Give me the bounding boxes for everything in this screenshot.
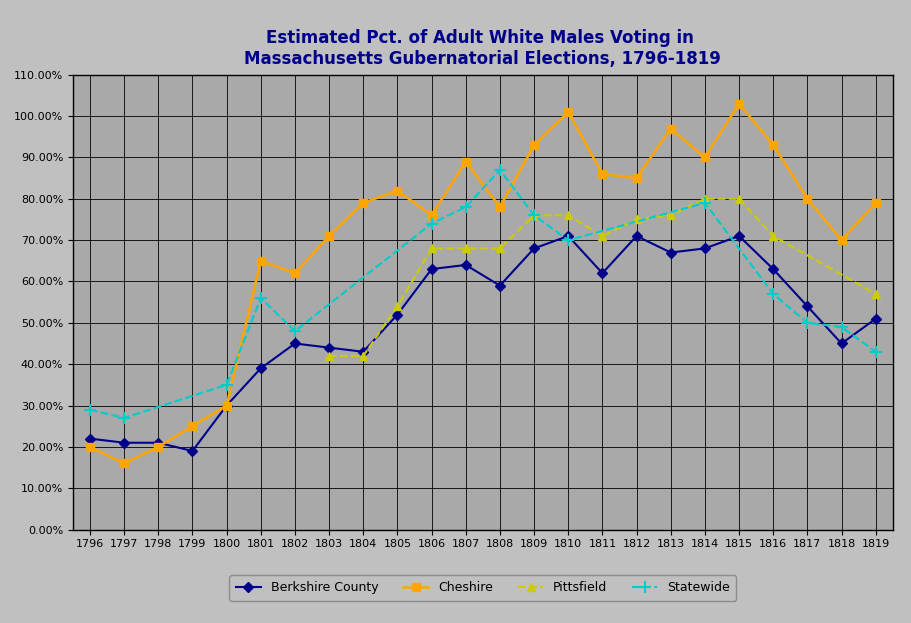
Cheshire: [665, 125, 676, 132]
Cheshire: [528, 141, 539, 149]
Cheshire: [153, 443, 164, 450]
Statewide: [426, 220, 437, 227]
Berkshire County: [392, 311, 403, 318]
Berkshire County: [221, 402, 232, 409]
Statewide: [255, 294, 266, 302]
Statewide: [495, 166, 506, 174]
Cheshire: [836, 236, 847, 244]
Cheshire: [700, 154, 711, 161]
Berkshire County: [460, 261, 471, 269]
Berkshire County: [563, 232, 574, 240]
Pittsfield: [495, 245, 506, 252]
Statewide: [563, 236, 574, 244]
Berkshire County: [665, 249, 676, 256]
Statewide: [836, 323, 847, 331]
Cheshire: [870, 199, 881, 207]
Pittsfield: [358, 352, 369, 359]
Berkshire County: [836, 340, 847, 347]
Statewide: [768, 290, 779, 298]
Pittsfield: [597, 232, 608, 240]
Line: Cheshire: Cheshire: [86, 100, 880, 468]
Statewide: [528, 212, 539, 219]
Berkshire County: [323, 344, 334, 351]
Cheshire: [563, 108, 574, 116]
Cheshire: [426, 212, 437, 219]
Cheshire: [495, 203, 506, 211]
Cheshire: [802, 195, 813, 202]
Cheshire: [460, 158, 471, 165]
Berkshire County: [495, 282, 506, 289]
Pittsfield: [528, 212, 539, 219]
Cheshire: [358, 199, 369, 207]
Berkshire County: [255, 364, 266, 372]
Berkshire County: [187, 447, 198, 455]
Berkshire County: [700, 245, 711, 252]
Berkshire County: [733, 232, 744, 240]
Statewide: [290, 327, 301, 335]
Statewide: [85, 406, 96, 414]
Pittsfield: [733, 195, 744, 202]
Statewide: [460, 203, 471, 211]
Cheshire: [733, 100, 744, 107]
Statewide: [870, 348, 881, 356]
Berkshire County: [153, 439, 164, 447]
Pittsfield: [323, 352, 334, 359]
Cheshire: [221, 402, 232, 409]
Cheshire: [187, 422, 198, 430]
Berkshire County: [870, 315, 881, 323]
Statewide: [802, 319, 813, 326]
Berkshire County: [802, 303, 813, 310]
Pittsfield: [392, 303, 403, 310]
Berkshire County: [118, 439, 129, 447]
Cheshire: [768, 141, 779, 149]
Cheshire: [597, 170, 608, 178]
Line: Statewide: Statewide: [84, 164, 882, 424]
Pittsfield: [563, 212, 574, 219]
Berkshire County: [85, 435, 96, 442]
Berkshire County: [768, 265, 779, 273]
Pittsfield: [631, 216, 642, 223]
Berkshire County: [290, 340, 301, 347]
Cheshire: [631, 174, 642, 182]
Pittsfield: [700, 195, 711, 202]
Cheshire: [255, 257, 266, 265]
Cheshire: [85, 443, 96, 450]
Legend: Berkshire County, Cheshire, Pittsfield, Statewide: Berkshire County, Cheshire, Pittsfield, …: [230, 575, 736, 601]
Cheshire: [290, 270, 301, 277]
Pittsfield: [665, 212, 676, 219]
Statewide: [221, 381, 232, 389]
Statewide: [118, 414, 129, 422]
Line: Berkshire County: Berkshire County: [87, 232, 879, 454]
Pittsfield: [460, 245, 471, 252]
Pittsfield: [870, 290, 881, 298]
Berkshire County: [528, 245, 539, 252]
Line: Pittsfield: Pittsfield: [325, 194, 880, 360]
Berkshire County: [631, 232, 642, 240]
Berkshire County: [426, 265, 437, 273]
Pittsfield: [426, 245, 437, 252]
Statewide: [700, 199, 711, 207]
Berkshire County: [597, 270, 608, 277]
Cheshire: [392, 187, 403, 194]
Cheshire: [118, 460, 129, 467]
Berkshire County: [358, 348, 369, 356]
Pittsfield: [768, 232, 779, 240]
Title: Estimated Pct. of Adult White Males Voting in 
Massachusetts Gubernatorial Elect: Estimated Pct. of Adult White Males Voti…: [244, 29, 722, 68]
Cheshire: [323, 232, 334, 240]
